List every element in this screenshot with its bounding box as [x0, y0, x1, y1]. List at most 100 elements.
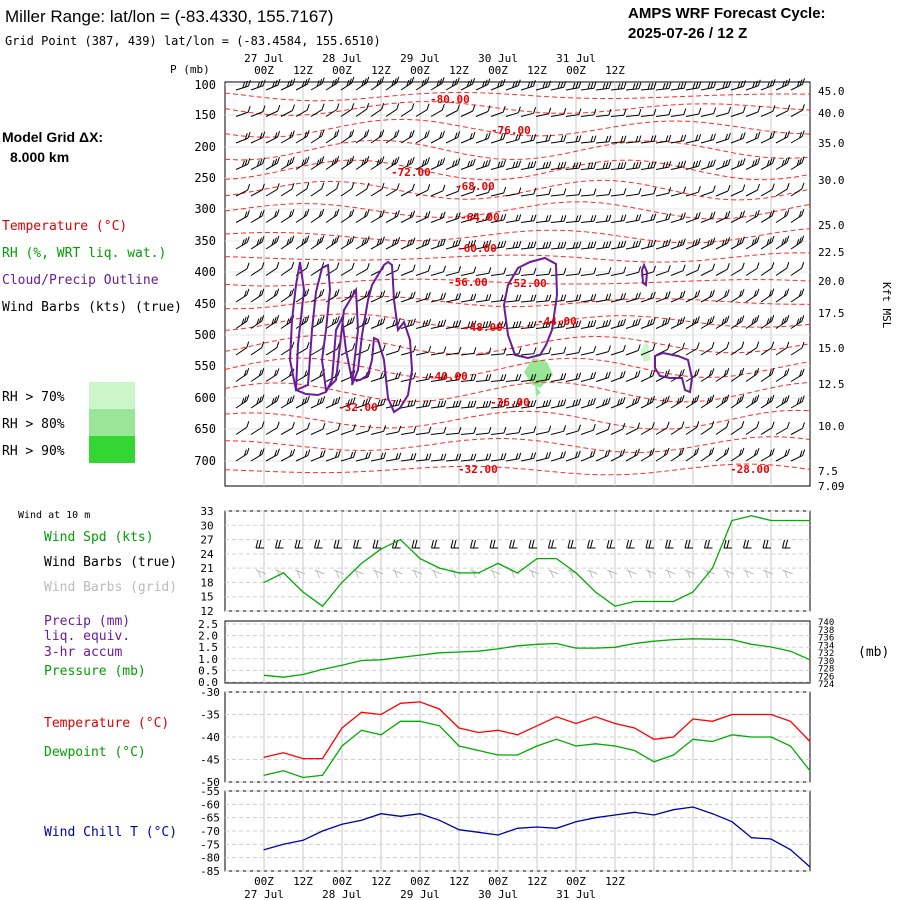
wind-barb: [640, 349, 654, 356]
y-tick-right: 730: [818, 657, 834, 667]
grid-label-line1: Model Grid ΔX:: [2, 129, 103, 145]
wind-barb-flag: [801, 209, 805, 216]
wind-barb: [325, 321, 338, 329]
wind-barb: [715, 373, 728, 382]
wind-barb-flag: [741, 368, 745, 375]
wind-barb-flag: [512, 321, 516, 328]
wind-barb-flag: [667, 317, 671, 324]
wind-barb-flag: [304, 131, 308, 138]
wind-barb-flag: [650, 135, 654, 142]
wind-barb-flag: [691, 319, 695, 326]
wind-barb: [625, 245, 639, 250]
data-point: [789, 745, 792, 747]
y-tick: 1.0: [198, 653, 218, 666]
wind-barb: [490, 111, 504, 117]
wind-barb: [685, 87, 699, 91]
wind-barb: [250, 453, 263, 462]
wind-barb-flag: [351, 103, 355, 110]
wind-barb-flag: [425, 400, 429, 407]
wind-barb: [400, 135, 413, 144]
wind-barb: [565, 430, 579, 435]
wind-barb: [730, 347, 743, 356]
wind-barb-flag: [681, 395, 685, 402]
pressure-panel: Precip (mm) liq. equiv. 3-hr accum Press…: [44, 614, 889, 690]
wind-barb-flag: [422, 320, 426, 327]
wind-barb-flag: [548, 161, 552, 168]
wind-barb-flag: [676, 398, 680, 405]
wind-barb: [730, 426, 743, 435]
wind-barb-flag: [784, 158, 788, 165]
wind-barb-flag: [769, 211, 772, 218]
page-title: Miller Range: lat/lon = (-83.4330, 155.7…: [5, 7, 333, 26]
date-tick-label: 31 Jul: [556, 888, 596, 900]
y-tick-right: 728: [818, 665, 834, 675]
wind-barb-flag: [366, 103, 370, 110]
wind-barb: [550, 167, 564, 170]
wind-barb: [535, 140, 549, 144]
wind-barb-flag: [412, 291, 416, 298]
wind-barb: [550, 404, 564, 409]
wind-barb-flag: [393, 78, 397, 85]
wind-barb-flag: [756, 447, 760, 455]
wind-barb-flag: [766, 398, 770, 405]
wind-barb-flag: [548, 294, 552, 301]
wind-barb-flag: [683, 82, 687, 89]
y-tick: -65: [200, 812, 220, 825]
wind-barb: [685, 191, 699, 197]
wind-barb: [760, 84, 774, 91]
wind-barb-grid: [353, 569, 364, 575]
wind-barb: [295, 428, 308, 435]
wind-barb-flag: [653, 213, 657, 220]
wind-barb: [250, 320, 262, 329]
wind-barb: [730, 268, 743, 276]
wind-barb-flag: [533, 347, 537, 354]
wind-barb-flag: [366, 236, 370, 243]
data-point: [575, 722, 577, 725]
data-point: [594, 591, 597, 593]
wind-barb: [265, 110, 279, 117]
wind-barb-flag: [246, 447, 250, 455]
wind-barb-flag: [243, 449, 247, 456]
wind-barb-grid-flag: [413, 569, 418, 579]
wind-barb: [625, 193, 639, 197]
wind-barb-flag: [647, 83, 651, 90]
wind-barb: [745, 85, 759, 91]
data-point: [477, 749, 480, 752]
wind-barb: [235, 320, 248, 329]
data-point: [321, 774, 324, 776]
wind-barb: [295, 109, 308, 117]
wind-barb: [640, 427, 653, 435]
wind-barb: [400, 82, 413, 91]
wind-barb: [415, 216, 429, 223]
data-point: [399, 815, 402, 817]
wind-barb-flag: [274, 396, 277, 403]
wind-barb: [700, 243, 714, 250]
wind-barb: [775, 374, 788, 382]
wind-barb-flag: [503, 186, 507, 194]
data-point: [692, 738, 694, 740]
pressure-tick: 250: [194, 171, 216, 185]
wind-barb: [430, 325, 444, 329]
wind-barb: [430, 163, 443, 170]
wind-barb-flag: [291, 182, 295, 190]
wind-barb: [550, 456, 564, 462]
data-point: [750, 713, 753, 716]
wind-barb: [325, 348, 338, 356]
wind-barb-flag: [587, 321, 591, 328]
wind-barb: [490, 219, 504, 223]
wind-barb-flag: [246, 394, 250, 401]
wind-barb-flag: [421, 160, 425, 167]
wind-barb-flag: [409, 131, 412, 138]
y-tick: -40: [200, 731, 220, 744]
wind-barb-flag: [587, 82, 591, 90]
wind-barb-flag: [668, 239, 671, 246]
wind-barb-flag: [756, 341, 760, 348]
wind-barb-flag: [322, 423, 326, 430]
pressure-tick: 550: [194, 359, 216, 373]
wind-barb-flag: [756, 288, 760, 295]
wind-barb-flag: [488, 186, 491, 193]
wind-barb-flag: [380, 372, 383, 379]
wind-barb: [670, 166, 684, 170]
wind-barb: [475, 138, 489, 144]
